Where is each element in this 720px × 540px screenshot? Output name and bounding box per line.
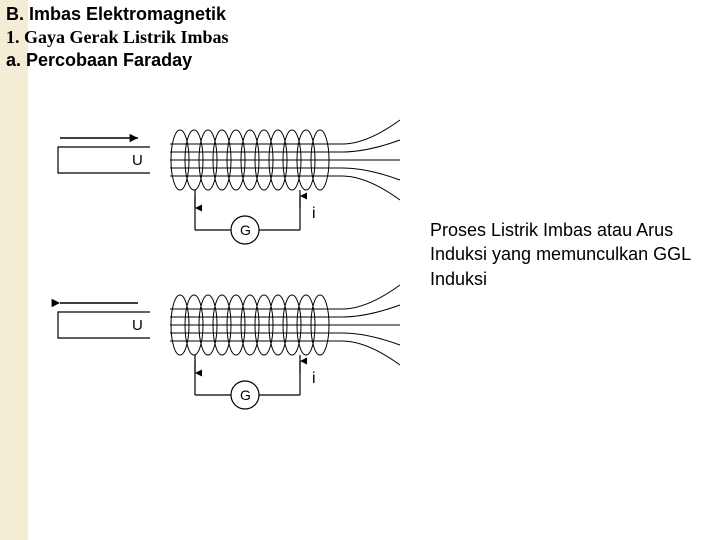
- headings-block: B. Imbas Elektromagnetik 1. Gaya Gerak L…: [6, 4, 229, 71]
- svg-text:i: i: [312, 205, 316, 222]
- svg-text:G: G: [240, 222, 251, 238]
- explanation-text: Proses Listrik Imbas atau Arus Induksi y…: [430, 218, 710, 291]
- svg-text:U: U: [132, 152, 143, 169]
- svg-text:U: U: [132, 317, 143, 334]
- heading-subsubsection: a. Percobaan Faraday: [6, 50, 229, 71]
- diagram-svg: Ui G Ui G: [20, 100, 420, 480]
- faraday-diagram: Ui G Ui G: [20, 100, 420, 480]
- heading-subsection: 1. Gaya Gerak Listrik Imbas: [6, 27, 229, 48]
- heading-section: B. Imbas Elektromagnetik: [6, 4, 229, 25]
- svg-text:i: i: [312, 370, 316, 387]
- svg-text:G: G: [240, 387, 251, 403]
